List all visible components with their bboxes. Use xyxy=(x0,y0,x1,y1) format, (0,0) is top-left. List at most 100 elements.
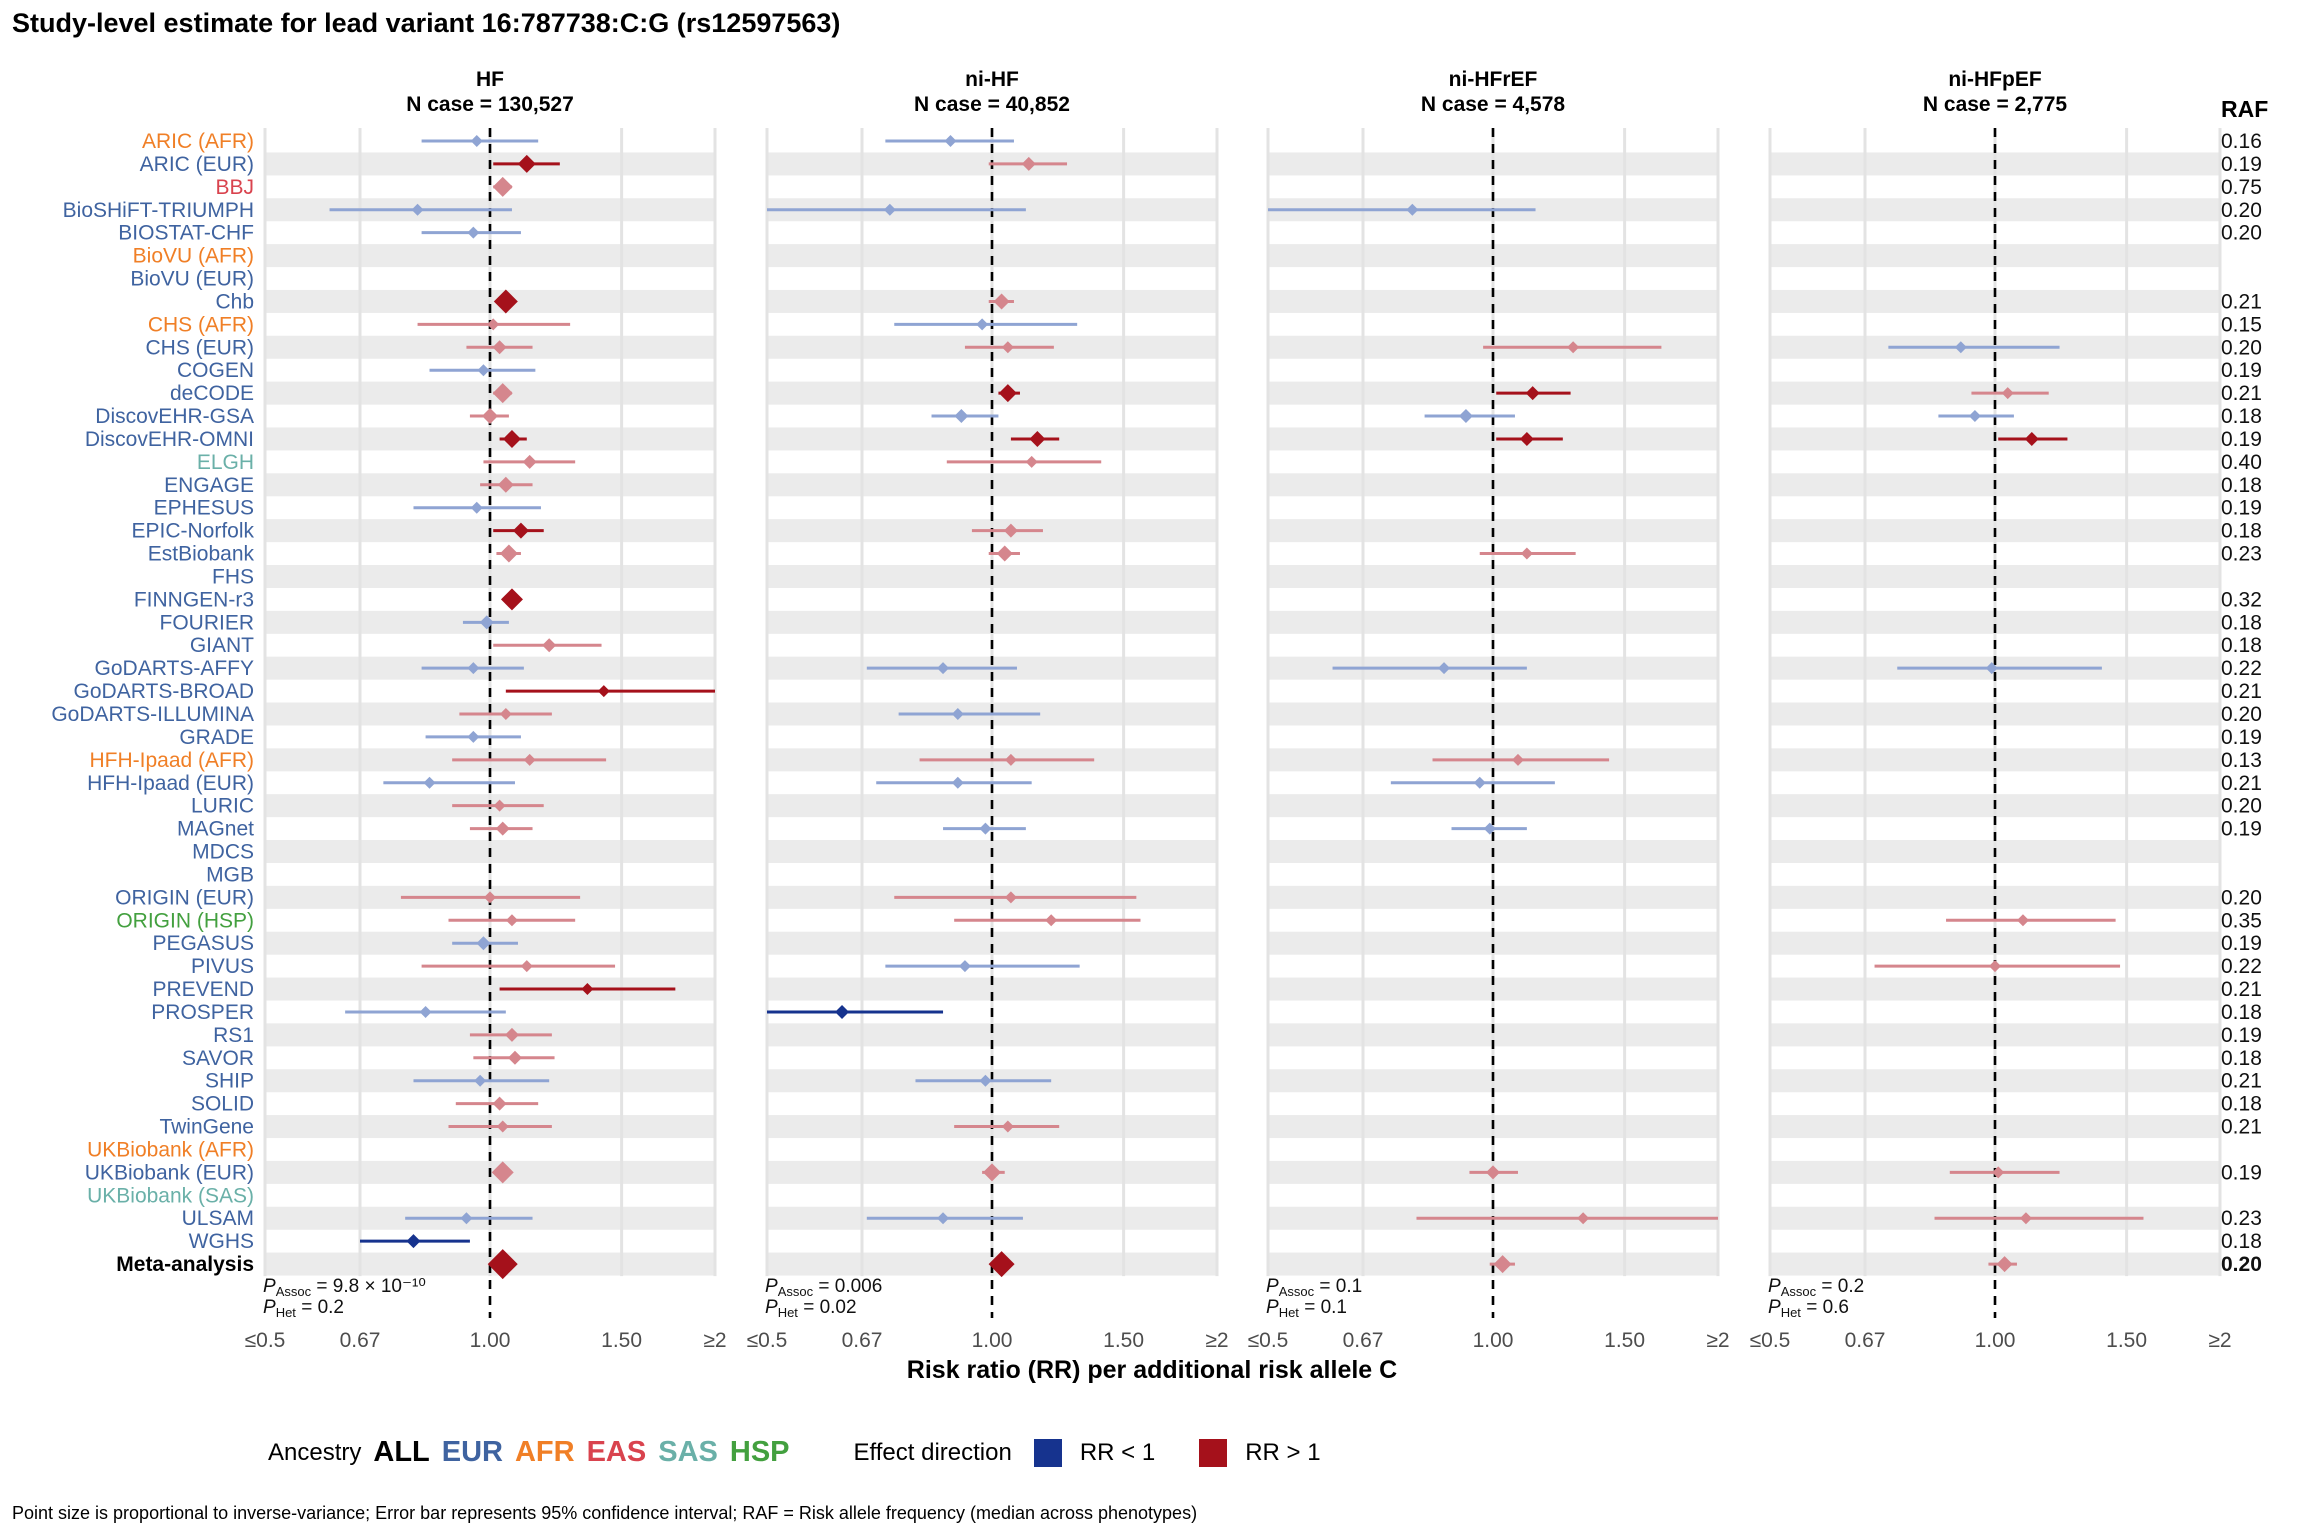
study-label: PIVUS xyxy=(191,955,254,978)
raf-value: 0.18 xyxy=(2221,405,2262,428)
raf-value: 0.19 xyxy=(2221,932,2262,955)
raf-value: 0.75 xyxy=(2221,176,2262,199)
effect-marker xyxy=(1525,386,1540,401)
effect-marker xyxy=(1458,409,1473,424)
effect-marker xyxy=(497,476,514,493)
study-label: MDCS xyxy=(192,841,254,864)
effect-marker xyxy=(1954,341,1967,354)
study-label: CHS (EUR) xyxy=(146,336,255,359)
effect-marker xyxy=(1519,431,1534,446)
effect-marker xyxy=(467,662,480,675)
effect-marker xyxy=(477,364,490,377)
effect-marker xyxy=(1406,203,1419,216)
effect-marker xyxy=(1486,1165,1500,1180)
study-label: EPIC-Norfolk xyxy=(131,520,254,543)
study-label: BioSHiFT-TRIUMPH xyxy=(63,199,254,222)
effect-marker xyxy=(1473,776,1486,789)
effect-marker xyxy=(1021,156,1036,171)
effect-marker xyxy=(500,588,523,611)
raf-value: 0.21 xyxy=(2221,772,2262,795)
effect-marker xyxy=(597,685,610,698)
effect-marker xyxy=(493,799,506,812)
effect-marker xyxy=(495,821,510,836)
p-assoc-label: PAssoc = 0.006 xyxy=(765,1276,882,1299)
study-label: GIANT xyxy=(190,634,254,657)
effect-marker xyxy=(499,708,512,720)
p-assoc-label: PAssoc = 0.2 xyxy=(1768,1276,1864,1299)
raf-value: 0.35 xyxy=(2221,909,2262,932)
raf-value: 0.19 xyxy=(2221,359,2262,382)
study-label: GoDARTS-AFFY xyxy=(95,657,254,680)
study-label: BioVU (AFR) xyxy=(133,245,254,268)
raf-value: 0.19 xyxy=(2221,818,2262,841)
effect-marker xyxy=(460,1212,473,1225)
panel-subtitle: N case = 4,578 xyxy=(1421,93,1566,116)
legend-ancestry-sas: SAS xyxy=(658,1436,718,1468)
effect-marker xyxy=(998,384,1017,403)
effect-marker xyxy=(1004,891,1017,904)
effect-marker xyxy=(951,708,964,720)
effect-marker xyxy=(1029,430,1046,447)
raf-value: 0.18 xyxy=(2221,1047,2262,1070)
p-het-label: PHet = 0.1 xyxy=(1266,1297,1347,1320)
raf-value: 0.22 xyxy=(2221,657,2262,680)
legend-effect-direction-label: Effect direction xyxy=(853,1438,1012,1466)
effect-marker xyxy=(520,960,533,973)
effect-marker xyxy=(1577,1212,1590,1225)
raf-value: 0.21 xyxy=(2221,978,2262,1001)
effect-marker xyxy=(1968,410,1981,423)
effect-marker xyxy=(487,318,500,331)
legend-ancestry-hsp: HSP xyxy=(729,1436,790,1468)
p-assoc-label: PAssoc = 9.8 × 10⁻¹⁰ xyxy=(263,1276,426,1299)
x-tick-label: 1.00 xyxy=(1473,1329,1514,1352)
effect-marker xyxy=(1025,455,1038,468)
study-label: EstBiobank xyxy=(148,543,255,566)
study-label: FHS xyxy=(212,565,254,588)
p-het-label: PHet = 0.6 xyxy=(1768,1297,1849,1320)
study-label: MAGnet xyxy=(177,818,254,841)
effect-marker xyxy=(1001,341,1014,354)
study-label: DiscovEHR-OMNI xyxy=(85,428,254,451)
effect-marker xyxy=(1493,1255,1512,1274)
study-label: Chb xyxy=(215,290,254,313)
study-label: ENGAGE xyxy=(164,474,254,497)
effect-marker xyxy=(411,203,424,216)
study-label: HFH-Ipaad (AFR) xyxy=(89,749,254,772)
raf-value: 0.18 xyxy=(2221,474,2262,497)
study-label: ELGH xyxy=(197,451,254,474)
study-label: COGEN xyxy=(177,359,254,382)
effect-marker xyxy=(406,1234,421,1249)
raf-value: 0.21 xyxy=(2221,680,2262,703)
x-tick-label: 1.50 xyxy=(601,1329,642,1352)
effect-marker xyxy=(479,615,494,630)
effect-marker xyxy=(474,1074,487,1087)
raf-value: 0.16 xyxy=(2221,130,2262,153)
study-label: EPHESUS xyxy=(154,497,254,520)
effect-marker xyxy=(835,1004,850,1019)
footnote: Point size is proportional to inverse-va… xyxy=(12,1503,1198,1523)
raf-value: 0.19 xyxy=(2221,1024,2262,1047)
effect-marker xyxy=(1989,960,2001,973)
x-tick-label: ≥2 xyxy=(2208,1329,2231,1352)
x-tick-label: ≥2 xyxy=(1205,1329,1228,1352)
study-label: GoDARTS-ILLUMINA xyxy=(51,703,254,726)
raf-header: RAF xyxy=(2221,96,2268,122)
effect-marker xyxy=(1567,341,1580,354)
effect-marker xyxy=(937,662,950,675)
legend-ancestry-afr: AFR xyxy=(514,1436,575,1468)
effect-marker xyxy=(505,914,518,927)
x-tick-label: 0.67 xyxy=(1845,1329,1886,1352)
effect-marker xyxy=(484,891,496,904)
raf-value: 0.18 xyxy=(2221,611,2262,634)
effect-marker xyxy=(419,1005,432,1018)
study-label: SHIP xyxy=(205,1070,254,1093)
x-tick-label: ≤0.5 xyxy=(1248,1329,1289,1352)
study-label: UKBiobank (EUR) xyxy=(85,1161,254,1184)
panel-subtitle: N case = 2,775 xyxy=(1923,93,2068,116)
effect-marker xyxy=(2016,914,2029,927)
effect-marker xyxy=(2001,387,2014,400)
x-axis-title: Risk ratio (RR) per additional risk alle… xyxy=(906,1356,1398,1384)
effect-marker xyxy=(523,753,536,766)
study-label: ARIC (AFR) xyxy=(142,130,254,153)
effect-marker xyxy=(470,501,483,514)
